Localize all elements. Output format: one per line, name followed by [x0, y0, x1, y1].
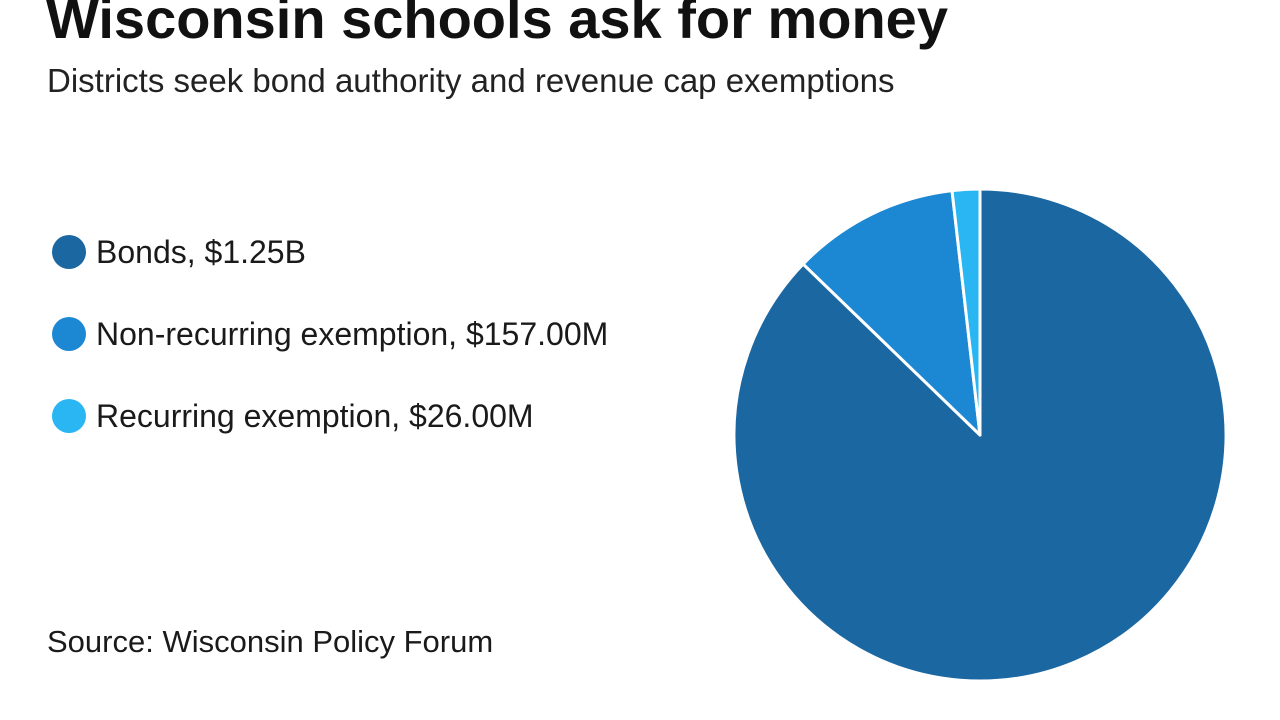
pie-slice-non-recurring-exemption	[801, 189, 982, 437]
chart-subtitle: Districts seek bond authority and revenu…	[47, 62, 895, 99]
source-note: Source: Wisconsin Policy Forum	[47, 624, 494, 659]
pie-chart	[732, 187, 1228, 683]
chart-title: Wisconsin schools ask for money	[46, 0, 948, 50]
legend-item-bonds: Bonds, $1.25B	[52, 225, 608, 279]
legend-label-bonds: Bonds, $1.25B	[96, 233, 306, 270]
legend-swatch-bonds	[52, 235, 86, 269]
pie-slice-recurring-exemption	[950, 187, 982, 437]
legend-swatch-recurring-exemption	[52, 399, 86, 433]
legend-item-non-recurring-exemption: Non-recurring exemption, $157.00M	[52, 307, 608, 361]
legend-label-recurring-exemption: Recurring exemption, $26.00M	[96, 397, 534, 434]
legend: Bonds, $1.25B Non-recurring exemption, $…	[52, 225, 608, 471]
legend-label-non-recurring-exemption: Non-recurring exemption, $157.00M	[96, 315, 609, 352]
legend-swatch-non-recurring-exemption	[52, 317, 86, 351]
legend-item-recurring-exemption: Recurring exemption, $26.00M	[52, 389, 608, 443]
